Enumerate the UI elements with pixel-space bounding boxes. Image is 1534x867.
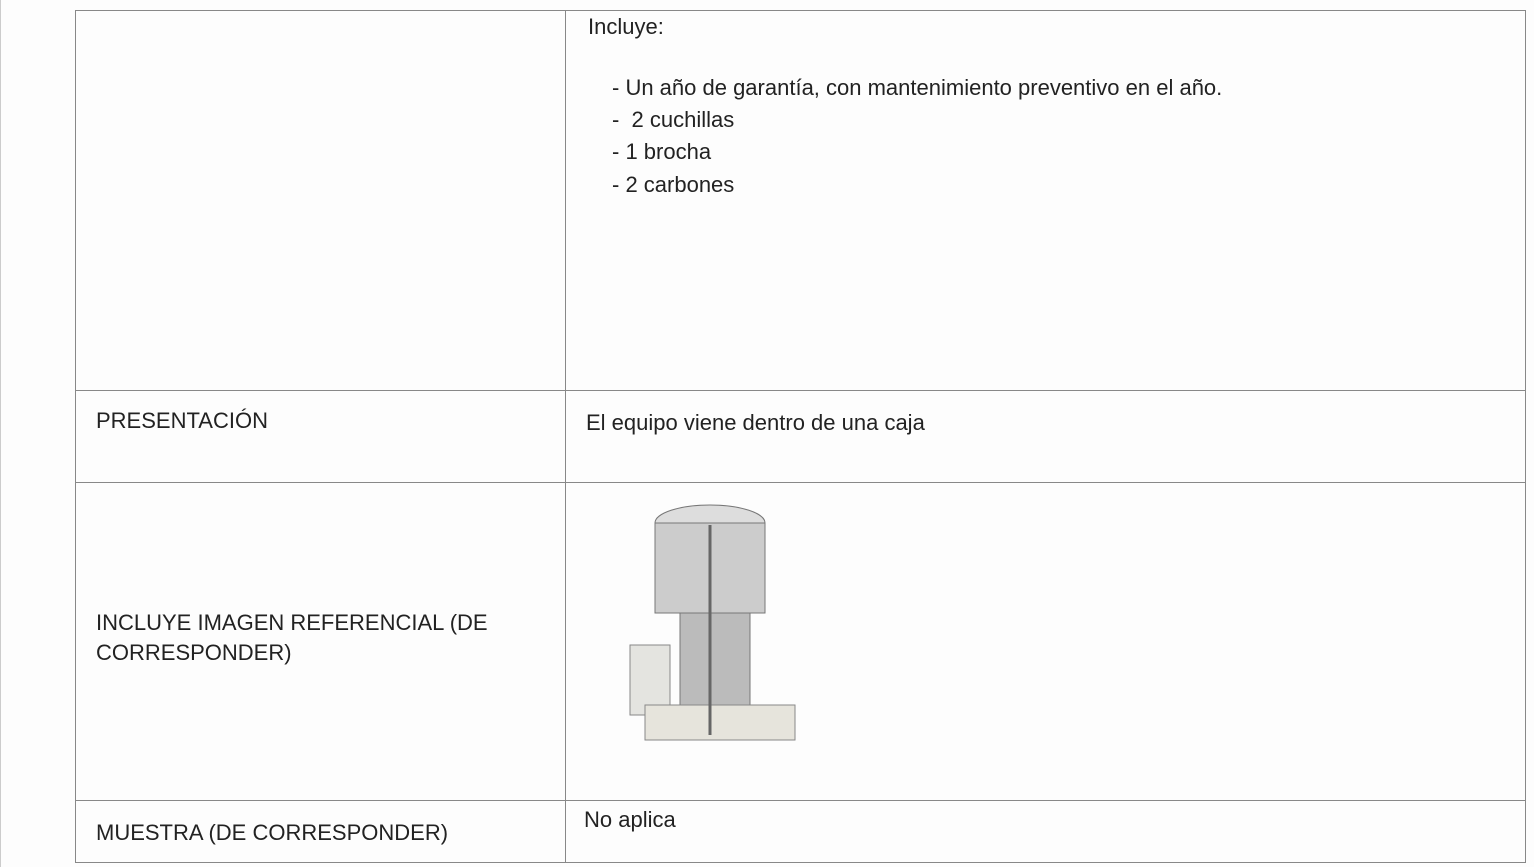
border: [75, 482, 1526, 483]
border: [75, 10, 76, 863]
list-item: - 2 cuchillas: [612, 107, 735, 132]
border: [75, 10, 1526, 11]
product-image: [629, 504, 796, 741]
border: [75, 862, 1526, 863]
row-label: INCLUYE IMAGEN REFERENCIAL (DE CORRESPON…: [96, 610, 488, 665]
list-item: - 1 brocha: [612, 139, 712, 164]
border: [1525, 10, 1526, 863]
border: [75, 390, 1526, 391]
row-value: El equipo viene dentro de una caja: [586, 410, 925, 435]
border: [75, 800, 1526, 801]
list-item: - 2 carbones: [612, 172, 735, 197]
row-value: No aplica: [584, 807, 676, 832]
list-heading: Incluye:: [588, 14, 664, 39]
list-item: - Un año de garantía, con mantenimiento …: [612, 75, 1223, 100]
row-label: MUESTRA (DE CORRESPONDER): [96, 820, 449, 845]
border: [0, 0, 1, 867]
row-label: PRESENTACIÓN: [96, 408, 268, 433]
border: [565, 10, 566, 863]
